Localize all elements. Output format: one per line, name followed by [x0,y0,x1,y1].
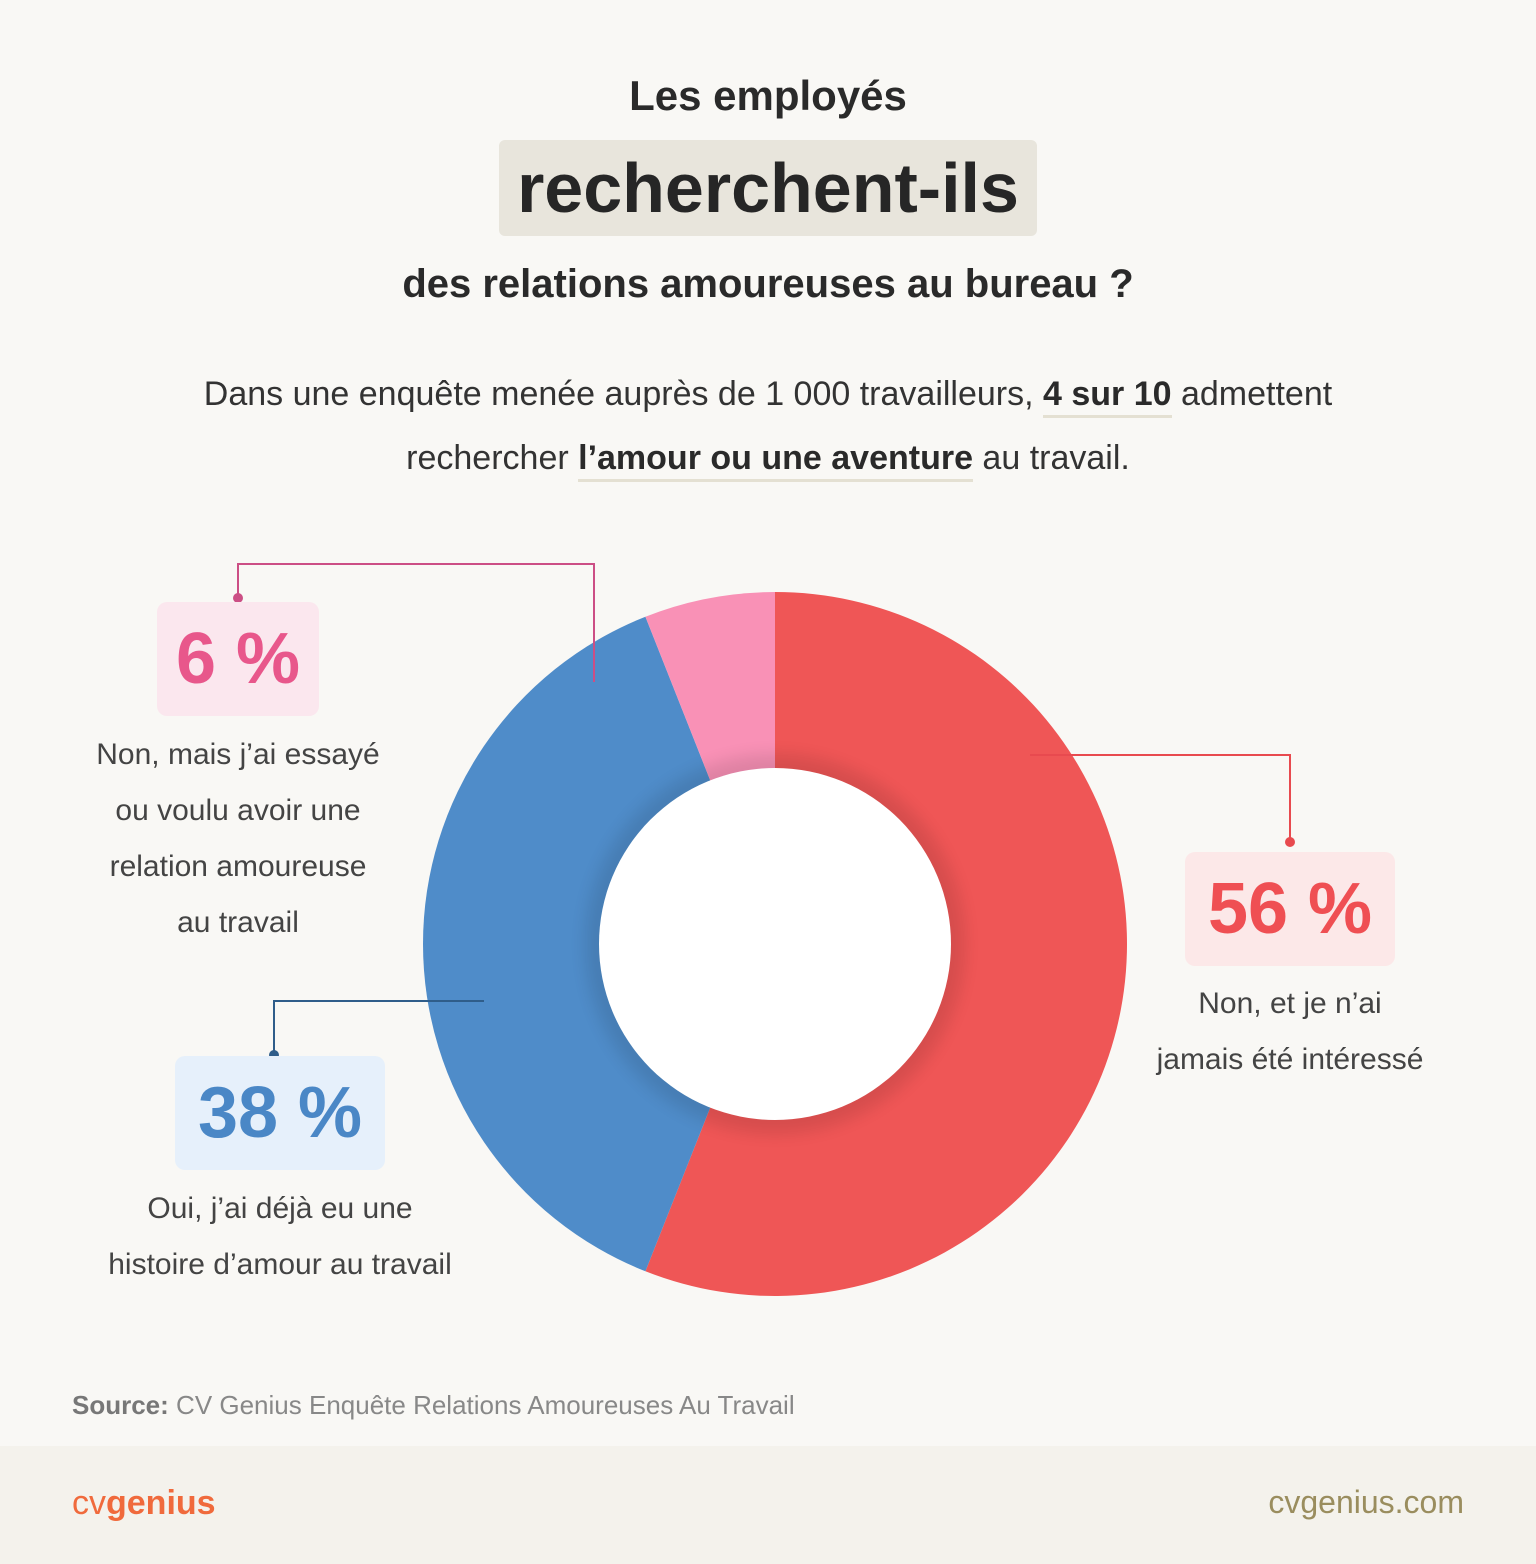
pct-value-56: 56 % [1207,869,1373,949]
pct-value-38: 38 % [197,1073,363,1153]
site-link[interactable]: cvgenius.com [1268,1484,1464,1520]
intro-part-1: Dans une enquête menée auprès de 1 000 t… [203,375,1044,413]
slice-label-38-line-2: histoire d’amour au travail [108,1248,452,1281]
intro-part-3: rechercher [406,439,579,477]
title-line-1: Les employés [629,72,907,119]
footer: cvgenius cvgenius.com [0,1446,1536,1564]
source-label: Source: [72,1390,169,1420]
leader-dot-56 [1285,837,1295,847]
donut-hole [599,768,951,1120]
brand-cv: cv [72,1484,106,1522]
intro-line-1: Dans une enquête menée auprès de 1 000 t… [0,362,1536,426]
slice-label-6: Non, mais j’ai essayé ou voulu avoir une… [58,727,418,951]
intro-text: Dans une enquête menée auprès de 1 000 t… [0,362,1536,490]
leader-line-38 [273,1000,484,1055]
title-line-3: des relations amoureuses au bureau ? [402,262,1134,306]
slice-label-56-line-1: Non, et je n’ai [1198,987,1382,1020]
title-highlight: recherchent-ils [499,140,1037,236]
slice-label-56: Non, et je n’ai jamais été intéressé [1110,976,1470,1088]
slice-label-56-line-2: jamais été intéressé [1156,1043,1424,1076]
pct-value-6: 6 % [175,619,301,699]
source-note: Source: CV Genius Enquête Relations Amou… [72,1390,795,1421]
slice-label-38: Oui, j’ai déjà eu une histoire d’amour a… [60,1181,500,1293]
slice-label-38-line-1: Oui, j’ai déjà eu une [147,1192,413,1225]
intro-emphasis-1: 4 sur 10 [1043,375,1172,418]
intro-part-4: au travail. [972,439,1130,477]
pct-box-6: 6 % [157,602,319,716]
title-highlight-wrap: recherchent-ils [0,140,1536,236]
brand-logo[interactable]: cvgenius [72,1484,216,1523]
intro-emphasis-2: l’amour ou une aventure [578,439,973,482]
slice-label-6-line-3: relation amoureuse [109,850,367,883]
brand-genius: genius [106,1484,216,1522]
intro-part-2: admettent [1171,375,1333,413]
leader-line-56 [1030,754,1291,842]
leader-line-6 [237,563,595,682]
slice-label-6-line-1: Non, mais j’ai essayé [96,738,380,771]
slice-label-6-line-4: au travail [177,906,299,939]
leader-dot-6 [233,593,243,603]
pct-box-38: 38 % [175,1056,385,1170]
source-text: CV Genius Enquête Relations Amoureuses A… [168,1390,795,1420]
slice-label-6-line-2: ou voulu avoir une [115,794,361,827]
intro-line-2: rechercher l’amour ou une aventure au tr… [0,426,1536,490]
pct-box-56: 56 % [1185,852,1395,966]
